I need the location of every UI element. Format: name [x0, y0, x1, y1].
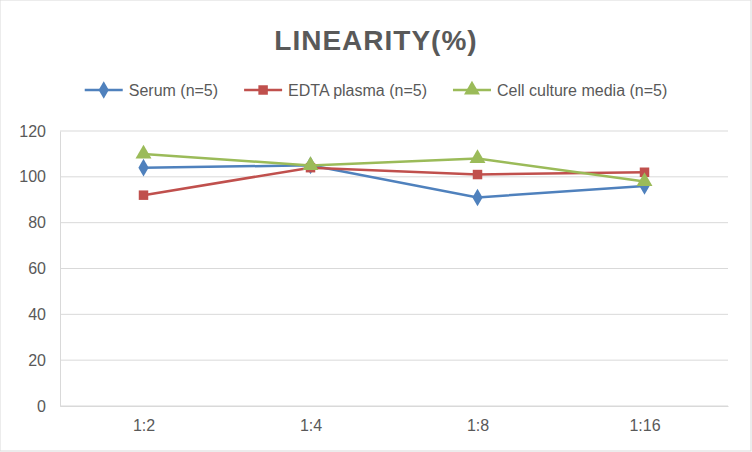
legend-item: EDTA plasma (n=5) — [244, 82, 427, 99]
x-tick-label: 1:16 — [629, 417, 660, 434]
y-tick: 20 — [28, 352, 60, 369]
x-tick-label: 1:8 — [467, 417, 489, 434]
y-tick-label: 40 — [28, 306, 46, 323]
chart: LINEARITY(%) 0 20 40 60 80 100 120 1:2 1:4 1:8 1:16… — [0, 0, 752, 452]
legend-label: EDTA plasma (n=5) — [288, 82, 427, 99]
y-tick: 60 — [28, 260, 60, 277]
plot: 0 20 40 60 80 100 120 1:2 1:4 1:8 1:16 — [19, 123, 728, 435]
x-tick: 1:16 — [629, 406, 660, 434]
x-tick: 1:4 — [300, 406, 322, 434]
x-tick-label: 1:4 — [300, 417, 322, 434]
x-axis: 1:2 1:4 1:8 1:16 — [61, 406, 729, 434]
legend: Serum (n=5) EDTA plasma (n=5) Cell culture… — [85, 81, 668, 99]
legend-item: Cell culture media (n=5) — [453, 81, 667, 99]
title: LINEARITY(%) — [274, 25, 477, 56]
y-tick-label: 100 — [19, 168, 46, 185]
y-tick: 0 — [37, 398, 60, 415]
x-axis-line — [61, 406, 729, 407]
series-marker — [303, 156, 319, 170]
legend-label: Serum (n=5) — [129, 82, 218, 99]
y-tick-label: 20 — [28, 352, 46, 369]
x-tick: 1:2 — [133, 406, 155, 434]
y-tick: 40 — [28, 306, 60, 323]
grid-line — [60, 131, 728, 132]
grid — [60, 131, 728, 406]
series-marker — [472, 189, 482, 207]
series-marker — [473, 170, 482, 179]
y-tick-label: 80 — [28, 214, 46, 231]
y-axis-line — [60, 132, 61, 407]
series-marker — [139, 190, 148, 199]
y-tick-label: 0 — [37, 398, 46, 415]
legend-marker — [258, 85, 267, 94]
series-marker — [470, 149, 486, 163]
legend-label: Cell culture media (n=5) — [497, 82, 667, 99]
grid-line — [60, 268, 728, 269]
grid-line — [60, 176, 728, 177]
series-marker — [138, 159, 148, 177]
grid-line — [60, 314, 728, 315]
y-tick: 120 — [19, 123, 60, 140]
legend-marker — [464, 81, 480, 95]
grid-line — [60, 222, 728, 223]
background — [0, 0, 751, 451]
series-group — [136, 145, 653, 207]
y-tick-label: 60 — [28, 260, 46, 277]
x-tick: 1:8 — [467, 406, 489, 434]
series-line — [144, 154, 645, 182]
x-tick-label: 1:2 — [133, 417, 155, 434]
y-tick-label: 120 — [19, 123, 46, 140]
y-tick: 80 — [28, 214, 60, 231]
series-marker — [136, 145, 152, 159]
series-marker — [637, 172, 653, 186]
legend-marker — [99, 81, 109, 99]
grid-line — [60, 360, 728, 361]
y-tick: 100 — [19, 168, 60, 185]
legend-item: Serum (n=5) — [85, 81, 218, 99]
y-axis: 0 20 40 60 80 100 120 — [19, 123, 60, 415]
grid-line — [60, 406, 728, 407]
